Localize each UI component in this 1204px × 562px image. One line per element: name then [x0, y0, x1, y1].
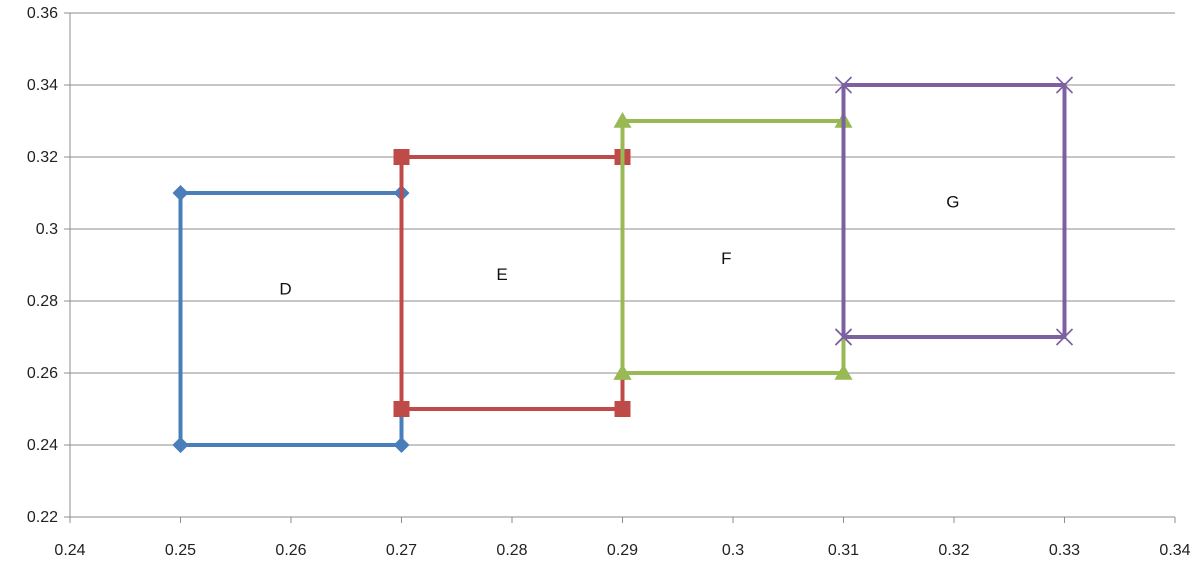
x-tick-label: 0.31: [828, 542, 859, 559]
series-3-point-1: [834, 76, 853, 94]
axes: 0.22 0.24 0.26 0.28 0.3 0.32 0.34 0.36 0.24 0.25 0…: [27, 5, 1191, 559]
series-0-point-1: [172, 185, 189, 201]
x-tick-label: 0.25: [165, 542, 196, 559]
series-1-point-3: [614, 401, 631, 417]
y-tick-label: 0.24: [27, 437, 58, 454]
series-1: [393, 149, 631, 417]
annotation-label: G: [946, 192, 959, 211]
x-tick-label: 0.32: [938, 542, 969, 559]
series-3-point-2: [1055, 76, 1074, 94]
x-tick-label: 0.24: [54, 542, 85, 559]
series-0-point-4: [172, 437, 189, 453]
x-tick-label: 0.28: [496, 542, 527, 559]
x-tick-label: 0.29: [607, 542, 638, 559]
series-2-line: [620, 119, 846, 375]
annotation-label: E: [496, 265, 507, 284]
series-2-point-3: [834, 364, 853, 380]
y-tick-label: 0.3: [36, 221, 58, 238]
y-tick-label: 0.34: [27, 77, 58, 94]
x-tick-label: 0.34: [1159, 542, 1190, 559]
series-0-point-3: [393, 437, 410, 453]
annotation-layer: D E F G: [279, 192, 959, 298]
series-3-point-4: [834, 328, 853, 346]
series-2-point-4: [613, 364, 632, 380]
x-tick-label: 0.26: [275, 542, 306, 559]
series-2-point-1: [613, 112, 632, 128]
series-3-point-3: [1055, 328, 1074, 346]
y-tick-label: 0.26: [27, 365, 58, 382]
x-tick-label: 0.33: [1049, 542, 1080, 559]
series-1-point-1: [393, 149, 410, 165]
x-tick-label: 0.27: [386, 542, 417, 559]
y-tick-label: 0.32: [27, 149, 58, 166]
series-layer: [172, 76, 1074, 453]
y-tick-label: 0.28: [27, 293, 58, 310]
series-2: [613, 112, 853, 380]
y-tick-label: 0.36: [27, 5, 58, 22]
x-tick-label: 0.3: [722, 542, 744, 559]
series-1-line: [399, 155, 625, 411]
annotation-label: D: [279, 279, 291, 298]
series-1-point-4: [393, 401, 410, 417]
series-0-line: [178, 191, 404, 447]
series-3: [834, 76, 1074, 346]
annotation-label: F: [721, 249, 731, 268]
y-tick-label: 0.22: [27, 509, 58, 526]
series-0: [172, 185, 410, 453]
